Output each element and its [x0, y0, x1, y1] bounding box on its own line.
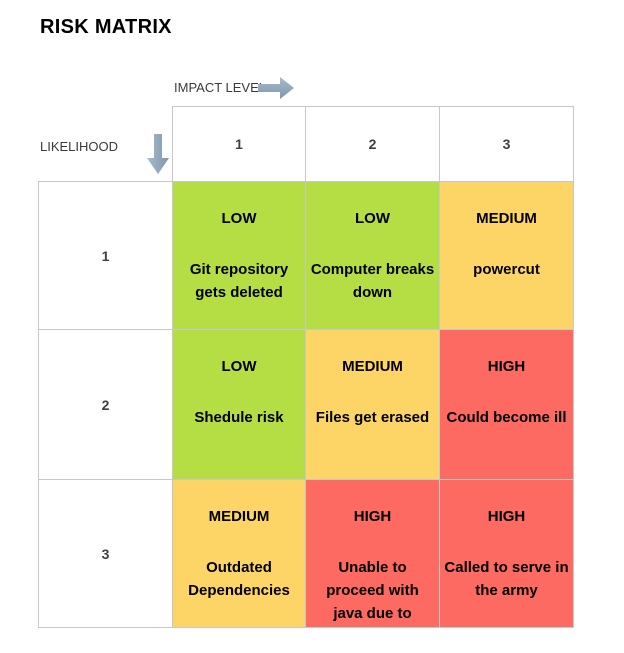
arrow-down-icon [147, 134, 169, 174]
impact-level-3-header: 3 [439, 106, 574, 182]
risk-description: powercut [473, 261, 540, 278]
risk-level: MEDIUM [342, 358, 403, 375]
page-title: RISK MATRIX [40, 16, 172, 38]
risk-cell-3-2: HIGH Unable to proceed with java due to [305, 479, 440, 628]
risk-description: Shedule risk [194, 409, 284, 426]
risk-cell-2-3: HIGH Could become ill [439, 329, 574, 480]
risk-level: LOW [355, 210, 390, 227]
risk-level: MEDIUM [476, 210, 537, 227]
risk-level: LOW [221, 358, 257, 375]
risk-level: MEDIUM [208, 508, 270, 525]
risk-level: HIGH [487, 508, 526, 525]
risk-description: Computer breaks down [310, 261, 435, 301]
likelihood-3-header: 3 [38, 479, 173, 628]
impact-level-2-header: 2 [305, 106, 440, 182]
risk-level: HIGH [353, 508, 392, 525]
risk-description: Git repository gets deleted [189, 261, 289, 301]
risk-description: Could become ill [446, 409, 567, 426]
risk-description: Unable to proceed with java due to [326, 559, 419, 622]
risk-cell-3-1: MEDIUM Outdated Dependencies [172, 479, 306, 628]
arrow-right-icon [258, 77, 294, 99]
risk-cell-2-2: MEDIUM Files get erased [305, 329, 440, 480]
risk-description: Called to serve in the army [444, 559, 569, 599]
risk-cell-1-1: LOW Git repository gets deleted [172, 181, 306, 330]
risk-description: Files get erased [315, 409, 430, 426]
risk-cell-2-1: LOW Shedule risk [172, 329, 306, 480]
risk-level: LOW [221, 210, 257, 227]
likelihood-1-header: 1 [38, 181, 173, 330]
risk-description: Outdated Dependencies [188, 559, 290, 599]
risk-level: HIGH [487, 358, 526, 375]
impact-level-1-header: 1 [172, 106, 306, 182]
risk-cell-3-3: HIGH Called to serve in the army [439, 479, 574, 628]
risk-cell-1-3: MEDIUM powercut [439, 181, 574, 330]
impact-level-label: IMPACT LEVEL [174, 80, 266, 95]
likelihood-label: LIKELIHOOD [40, 139, 119, 154]
risk-cell-1-2: LOW Computer breaks down [305, 181, 440, 330]
likelihood-2-header: 2 [38, 329, 173, 480]
